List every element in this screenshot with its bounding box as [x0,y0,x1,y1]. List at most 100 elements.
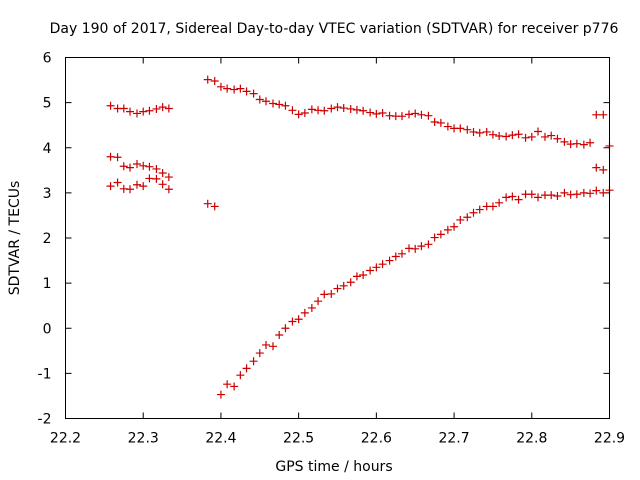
data-point [411,244,420,253]
data-point [495,198,504,207]
data-point [579,140,588,149]
data-point [456,215,465,224]
data-point [268,99,277,108]
data-point [236,371,245,380]
data-point [359,106,368,115]
data-point [106,101,115,110]
data-point [203,199,212,208]
data-point [210,202,219,211]
data-point [275,331,284,340]
data-point [463,125,472,134]
data-point [475,128,484,137]
data-point [560,137,569,146]
data-point [300,109,309,118]
data-point [281,101,290,110]
data-point [249,89,258,98]
data-point [339,104,348,113]
data-point [534,127,543,136]
data-point [327,104,336,113]
data-point [398,112,407,121]
y-tick-label: 5 [43,96,52,112]
x-tick-label: 22.3 [128,431,159,447]
data-point [294,315,303,324]
data-point [547,131,556,140]
x-tick-label: 22.5 [283,431,314,447]
data-point [592,110,601,119]
data-point [242,87,251,96]
data-point [230,382,239,391]
data-point [378,109,387,118]
plot-frame [65,57,610,419]
data-point [158,180,167,189]
chart-title: Day 190 of 2017, Sidereal Day-to-day VTE… [50,21,619,37]
data-point [216,82,225,91]
data-point [210,76,219,85]
data-point [320,106,329,115]
data-point [139,182,148,191]
x-tick-label: 22.4 [205,431,236,447]
data-point [275,100,284,109]
data-point [314,297,323,306]
data-point [152,174,161,183]
data-point [527,190,536,199]
data-point [132,180,141,189]
data-point [430,118,439,127]
data-point [398,249,407,258]
data-point [255,349,264,358]
data-point [106,182,115,191]
data-point [508,192,517,201]
data-point [488,130,497,139]
y-tick-label: 6 [43,51,52,67]
data-point [216,390,225,399]
data-point [592,186,601,195]
y-tick-label: -1 [38,366,52,382]
data-point [469,127,478,136]
data-point [450,222,459,231]
data-point [359,271,368,280]
data-point [366,108,375,117]
data-point [145,162,154,171]
y-tick-label: 2 [43,231,52,247]
data-point [236,84,245,93]
data-point [262,97,271,106]
data-point [475,205,484,214]
data-point [456,124,465,133]
data-point [540,132,549,141]
y-tick-label: 4 [43,141,52,157]
data-point [599,188,608,197]
data-point [320,290,329,299]
data-point [372,109,381,118]
data-point [113,178,122,187]
data-point [372,263,381,272]
data-point [262,340,271,349]
data-point [164,173,173,182]
data-point [333,103,342,112]
data-point [119,162,128,171]
data-point [268,342,277,351]
axis-ticks: 22.2 22.3 22.4 22.5 22.6 22.7 22.8 22.9 -2 -1 0 1 2 3… [38,51,626,447]
data-point [488,202,497,211]
data-point [385,256,394,265]
data-point [126,107,135,116]
data-point [307,303,316,312]
data-point [514,130,523,139]
data-point [592,163,601,172]
x-tick-label: 22.2 [50,431,81,447]
y-axis-title: SDTVAR / TECUs [7,181,23,296]
data-point [327,289,336,298]
data-point [145,174,154,183]
y-tick-label: -2 [38,412,52,428]
x-axis-title: GPS time / hours [275,459,392,475]
x-tick-label: 22.9 [594,431,625,447]
data-point [534,193,543,202]
x-tick-label: 22.6 [361,431,392,447]
data-point [502,132,511,141]
data-point [145,106,154,115]
data-point [223,380,232,389]
data-point [378,260,387,269]
data-point [164,185,173,194]
data-point [346,104,355,113]
data-point [586,138,595,147]
